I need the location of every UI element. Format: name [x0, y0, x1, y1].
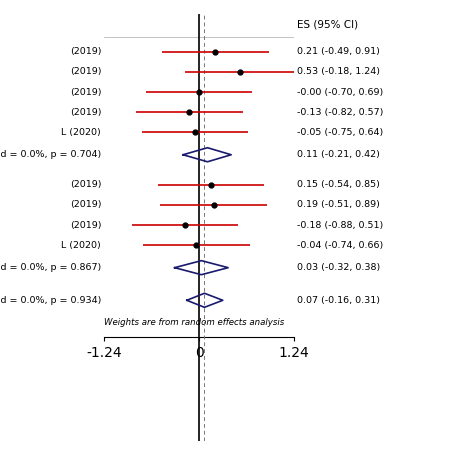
Text: uared = 0.0%, p = 0.934): uared = 0.0%, p = 0.934) — [0, 296, 101, 305]
Text: quared = 0.0%, p = 0.704): quared = 0.0%, p = 0.704) — [0, 150, 101, 159]
Text: 0.15 (-0.54, 0.85): 0.15 (-0.54, 0.85) — [297, 181, 380, 189]
Text: 0.53 (-0.18, 1.24): 0.53 (-0.18, 1.24) — [297, 67, 380, 76]
Text: (2019): (2019) — [70, 88, 101, 97]
Text: -0.00 (-0.70, 0.69): -0.00 (-0.70, 0.69) — [297, 88, 383, 97]
Text: 0.07 (-0.16, 0.31): 0.07 (-0.16, 0.31) — [297, 296, 380, 305]
Text: 0.21 (-0.49, 0.91): 0.21 (-0.49, 0.91) — [297, 47, 380, 56]
Text: (2019): (2019) — [70, 201, 101, 210]
Text: L (2020): L (2020) — [62, 241, 101, 250]
Text: 0.11 (-0.21, 0.42): 0.11 (-0.21, 0.42) — [297, 150, 380, 159]
Text: (2019): (2019) — [70, 181, 101, 189]
Text: -0.05 (-0.75, 0.64): -0.05 (-0.75, 0.64) — [297, 128, 383, 137]
Text: (2019): (2019) — [70, 67, 101, 76]
Text: -0.04 (-0.74, 0.66): -0.04 (-0.74, 0.66) — [297, 241, 383, 250]
Text: (2019): (2019) — [70, 220, 101, 229]
Text: (2019): (2019) — [70, 47, 101, 56]
Text: ES (95% CI): ES (95% CI) — [297, 19, 358, 29]
Text: Weights are from random effects analysis: Weights are from random effects analysis — [104, 319, 284, 328]
Text: quared = 0.0%, p = 0.867): quared = 0.0%, p = 0.867) — [0, 263, 101, 272]
Text: -0.13 (-0.82, 0.57): -0.13 (-0.82, 0.57) — [297, 108, 383, 117]
Text: (2019): (2019) — [70, 108, 101, 117]
Text: 0.19 (-0.51, 0.89): 0.19 (-0.51, 0.89) — [297, 201, 380, 210]
Text: -0.18 (-0.88, 0.51): -0.18 (-0.88, 0.51) — [297, 220, 383, 229]
Text: 0.03 (-0.32, 0.38): 0.03 (-0.32, 0.38) — [297, 263, 380, 272]
Text: L (2020): L (2020) — [62, 128, 101, 137]
